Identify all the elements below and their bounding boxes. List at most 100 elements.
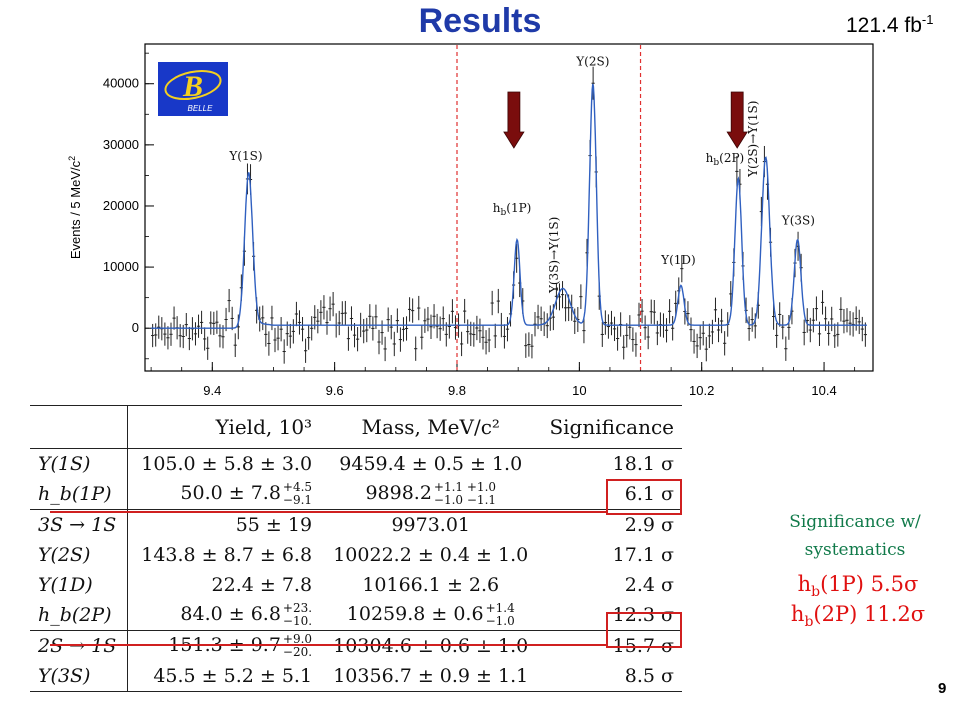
cell-significance: 17.1 σ (541, 540, 682, 570)
cell-yield-text: 55 ± 19 (235, 514, 313, 536)
cell-yield-sup: +23. (282, 601, 313, 615)
cell-state: Υ(1S) (30, 448, 129, 479)
peak-label-sub: b (713, 158, 719, 168)
cell-significance-text: 17.1 σ (612, 544, 674, 566)
cell-state: h_b(2P) (30, 600, 129, 631)
peak-label: Υ(2S)→Υ(1S) (746, 101, 760, 178)
table-row: Υ(3S) 45.5 ± 5.2 ± 5.1 10356.7 ± 0.9 ± 1.1… (30, 661, 682, 692)
peak-label-main: Υ(1S) (228, 149, 262, 163)
cell-mass: 10356.7 ± 0.9 ± 1.1 (320, 661, 542, 692)
cell-significance: 6.1 σ (541, 479, 682, 510)
cell-mass: 10022.2 ± 0.4 ± 1.0 (320, 540, 541, 570)
systematics-hb1p: hb(1P) 5.5σ (758, 572, 958, 600)
systematics-heading: Significance w/ systematics (750, 508, 960, 564)
systematics-hb2p-sub: b (804, 614, 814, 631)
x-tick-label: 10.4 (811, 383, 836, 398)
cell-yield-text: 22.4 ± 7.8 (211, 574, 313, 596)
x-tick-label: 9.8 (448, 383, 466, 398)
cell-yield: 84.0 ± 6.8 +23. −10. (128, 600, 320, 631)
cell-state: 2S → 1S (30, 630, 129, 661)
peak-label-rest: (1P) (506, 201, 531, 215)
x-tick-label: 10 (572, 383, 586, 398)
table-row: Υ(2S) 143.8 ± 8.7 ± 6.8 10022.2 ± 0.4 ± 1.… (30, 540, 682, 570)
cell-significance: 8.5 σ (541, 661, 682, 692)
systematics-hb2p-h: h (790, 602, 805, 626)
cell-mass: 10259.8 ± 0.6 +1.4 −1.0 (320, 600, 541, 631)
cell-mass-text: 10166.1 ± 2.6 (362, 574, 500, 596)
table-row: 3S → 1S 55 ± 19 9973.01 2.9 σ (30, 509, 682, 540)
systematics-hb1p-h: h (797, 572, 812, 596)
page-number: 9 (938, 680, 947, 697)
cell-state-text: 3S → 1S (38, 514, 117, 536)
cell-significance-text: 2.4 σ (624, 574, 674, 596)
y-tick-label: 40000 (103, 76, 139, 91)
cell-mass-sup: +1.1 +1.0 (433, 480, 497, 494)
y-axis-label-sup: 2 (67, 156, 77, 161)
peak-label-main: Υ(2S)→Υ(1S) (746, 101, 760, 178)
cell-significance-text: 18.1 σ (612, 453, 674, 475)
cell-significance-text: 8.5 σ (624, 665, 674, 687)
cell-yield-uncertainty: +9.0 −20. (283, 633, 312, 659)
cell-yield: 22.4 ± 7.8 (128, 570, 320, 600)
cell-mass-text: 9898.2 (365, 482, 432, 504)
cell-state: Υ(2S) (30, 540, 129, 570)
cell-state: Υ(3S) (30, 661, 129, 692)
cell-state: 3S → 1S (30, 509, 129, 540)
cell-mass-text: 9459.4 ± 0.5 ± 1.0 (339, 453, 523, 475)
luminosity-exponent: -1 (921, 12, 934, 27)
cell-state-text: h_b(2P) (38, 604, 112, 626)
cell-mass-sub: −1.0 −1.1 (433, 493, 497, 507)
y-tick-label: 10000 (103, 259, 139, 274)
cell-mass-uncertainty: +1.1 +1.0 −1.0 −1.1 (434, 481, 496, 507)
cell-yield-sub: −20. (282, 645, 313, 659)
cell-yield-uncertainty: +4.5 −9.1 (283, 481, 312, 507)
table-row: h_b(2P) 84.0 ± 6.8 +23. −10. 10259.8 ± 0.6 +1… (30, 600, 682, 631)
header-mass: Mass, MeV/c² (320, 405, 542, 449)
table-body: Υ(1S) 105.0 ± 5.8 ± 3.0 9459.4 ± 0.5 ± 1.0… (30, 448, 682, 692)
cell-significance-text: 12.3 σ (612, 604, 674, 626)
cell-yield-text: 45.5 ± 5.2 ± 5.1 (153, 665, 313, 687)
highlight-box-hb1p (606, 479, 682, 515)
peak-label: hb(1P) (493, 201, 532, 218)
peak-label: Υ(1S) (228, 149, 262, 163)
y-tick-label: 20000 (103, 198, 139, 213)
peak-label-main: h (493, 201, 501, 215)
peak-label-main: h (706, 151, 714, 165)
cell-significance-text: 2.9 σ (624, 514, 674, 536)
cell-significance-text: 6.1 σ (624, 483, 674, 505)
y-axis-label-text: Events / 5 MeV/c (68, 160, 83, 259)
peak-label-main: Υ(2S) (575, 54, 609, 68)
peak-label-sub: b (501, 208, 507, 218)
cell-state: h_b(1P) (30, 479, 129, 510)
cell-mass-sub: −1.0 (485, 614, 515, 628)
systematics-heading-line1: Significance w/ (789, 512, 921, 532)
cell-yield: 55 ± 19 (127, 509, 321, 540)
peak-label-main: Υ(3S)→Υ(1S) (547, 217, 561, 294)
cell-mass-sup: +1.4 (485, 601, 515, 615)
cell-state-text: h_b(1P) (38, 483, 112, 505)
cell-yield-sub: −9.1 (282, 493, 313, 507)
cell-yield: 45.5 ± 5.2 ± 5.1 (127, 661, 321, 692)
cell-yield: 143.8 ± 8.7 ± 6.8 (128, 540, 320, 570)
systematics-hb2p: hb(2P) 11.2σ (758, 602, 958, 630)
cell-mass-text: 9973.01 (391, 514, 471, 536)
cell-significance: 12.3 σ (541, 600, 682, 631)
cell-yield-sub: −10. (282, 614, 313, 628)
cell-mass: 10166.1 ± 2.6 (320, 570, 541, 600)
missing-mass-chart: 9.4 9.6 9.8 10 10.2 10.4 0 10000 20000 30000 40000… (67, 43, 874, 398)
systematics-heading-line2: systematics (804, 540, 906, 560)
plot-frame (144, 43, 874, 372)
cell-state-text: Υ(1D) (38, 574, 93, 596)
cell-mass-text: 10356.7 ± 0.9 ± 1.1 (333, 665, 529, 687)
peak-label-rest: (2P) (719, 151, 744, 165)
peak-label: hb(2P) (706, 151, 745, 168)
peak-label-main: Υ(3S) (781, 213, 815, 227)
y-axis-label: Events / 5 MeV/c2 (67, 156, 83, 259)
x-tick-label: 9.6 (326, 383, 344, 398)
y-tick-label: 30000 (103, 137, 139, 152)
cell-yield-uncertainty: +23. −10. (283, 602, 312, 628)
header-state (30, 405, 129, 449)
cell-state: Υ(1D) (30, 570, 129, 600)
belle-logo-b-icon: B (182, 70, 203, 103)
